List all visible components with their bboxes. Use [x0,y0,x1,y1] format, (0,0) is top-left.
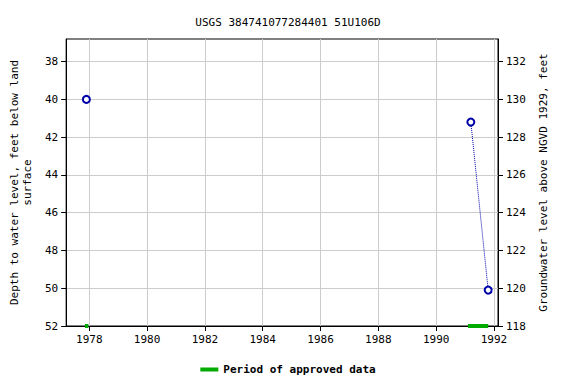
svg-text:Depth to water level, feet bel: Depth to water level, feet below land [8,60,21,305]
svg-text:1984: 1984 [249,333,276,346]
svg-text:Groundwater level above NGVD 1: Groundwater level above NGVD 1929, feet [537,53,550,311]
svg-text:50: 50 [45,282,58,295]
svg-text:USGS 384741077284401 51U106D: USGS 384741077284401 51U106D [195,16,380,29]
svg-text:52: 52 [45,320,58,333]
svg-text:124: 124 [506,206,526,219]
svg-text:120: 120 [506,282,526,295]
svg-text:46: 46 [45,206,58,219]
svg-text:1982: 1982 [192,333,219,346]
svg-text:126: 126 [506,168,526,181]
svg-text:40: 40 [45,93,58,106]
svg-text:48: 48 [45,244,58,257]
svg-text:42: 42 [45,131,58,144]
svg-text:132: 132 [506,55,526,68]
svg-text:1992: 1992 [481,333,508,346]
svg-text:1988: 1988 [365,333,392,346]
svg-text:1990: 1990 [423,333,450,346]
svg-text:surface: surface [21,159,34,205]
svg-text:1986: 1986 [307,333,334,346]
svg-text:128: 128 [506,131,526,144]
svg-text:Period of approved data: Period of approved data [223,363,375,376]
svg-text:118: 118 [506,320,526,333]
svg-text:44: 44 [45,168,59,181]
svg-text:1978: 1978 [76,333,103,346]
svg-text:38: 38 [45,55,58,68]
svg-text:1980: 1980 [134,333,161,346]
svg-text:130: 130 [506,93,526,106]
svg-text:122: 122 [506,244,526,257]
